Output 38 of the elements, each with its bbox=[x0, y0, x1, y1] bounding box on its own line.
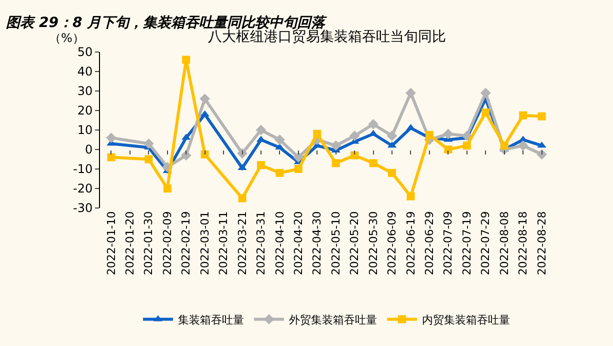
y-tick-label: 0 bbox=[84, 142, 93, 157]
x-tick-label: 2022-06-09 bbox=[386, 211, 399, 276]
x-tick-label: 2022-03-01 bbox=[198, 211, 212, 276]
x-tick-label: 2022-05-20 bbox=[348, 211, 362, 276]
legend-label: 内贸集装箱吞吐量 bbox=[422, 314, 510, 327]
x-tick-label: 2022-05-30 bbox=[366, 211, 380, 276]
legend-label: 外贸集装箱吞吐量 bbox=[289, 314, 377, 327]
x-tick-label: 2022-08-08 bbox=[498, 211, 511, 276]
x-tick-label: 2022-03-21 bbox=[236, 211, 249, 276]
x-tick-label: 2022-08-18 bbox=[516, 211, 530, 276]
y-axis-title: （%） bbox=[49, 31, 84, 45]
x-tick-label: 2022-02-19 bbox=[180, 211, 193, 276]
x-tick-label: 2022-03-11 bbox=[217, 211, 230, 276]
x-tick-label: 2022-07-19 bbox=[460, 211, 474, 276]
x-tick-label: 2022-01-20 bbox=[124, 211, 137, 276]
y-tick-label: 50 bbox=[77, 45, 93, 60]
x-tick-label: 2022-04-20 bbox=[292, 211, 305, 276]
x-tick-label: 2022-04-30 bbox=[310, 211, 324, 276]
y-tick-label: 30 bbox=[77, 84, 93, 98]
y-tick-label: -30 bbox=[72, 201, 93, 216]
y-tick-label: 40 bbox=[77, 64, 93, 79]
x-tick-label: 2022-06-29 bbox=[423, 211, 436, 276]
y-tick-label: 10 bbox=[77, 123, 93, 138]
legend-label: 集装箱吞吐量 bbox=[178, 314, 244, 327]
x-tick-label: 2022-03-31 bbox=[254, 211, 268, 276]
y-tick-label: -20 bbox=[72, 182, 93, 196]
x-tick-label: 2022-01-30 bbox=[142, 211, 156, 276]
x-tick-label: 2022-08-28 bbox=[535, 211, 548, 276]
x-tick-label: 2022-06-19 bbox=[404, 211, 418, 276]
y-tick-label: -10 bbox=[72, 162, 93, 176]
x-tick-label: 2022-02-09 bbox=[160, 211, 174, 276]
x-tick-label: 2022-05-10 bbox=[329, 211, 342, 276]
y-tick-label: 20 bbox=[77, 104, 93, 118]
x-tick-label: 2022-04-10 bbox=[273, 211, 286, 276]
x-tick-label: 2022-01-10 bbox=[104, 211, 118, 276]
x-tick-label: 2022-07-29 bbox=[479, 211, 492, 276]
chart-subtitle: 八大枢纽港口贸易集装箱吞吐当旬同比 bbox=[208, 29, 446, 45]
x-tick-label: 2022-07-09 bbox=[442, 211, 455, 276]
